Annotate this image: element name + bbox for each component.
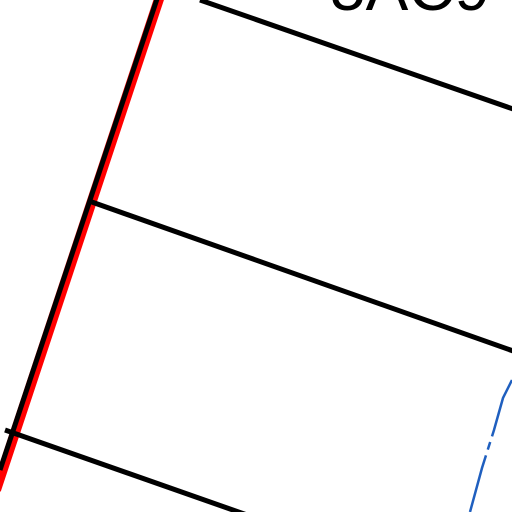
parcel-line-bottom: [4, 427, 247, 512]
parcel-label: 5AC9: [330, 0, 490, 24]
highlighted-boundary-line: [0, 0, 164, 492]
watercourse-line: [468, 379, 512, 512]
parcel-line-middle: [88, 198, 512, 354]
parcel-line-top: [199, 0, 512, 112]
boundary-line-main: [0, 0, 160, 471]
